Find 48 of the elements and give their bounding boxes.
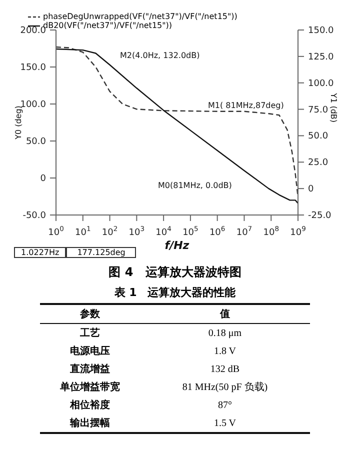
y2-tick-label: 75.0	[308, 105, 328, 116]
legend-label: phaseDegUnwrapped(VF("/net37")/VF("/net15"))	[43, 12, 238, 21]
text: 参数	[79, 308, 101, 322]
text: 177.125deg	[66, 247, 136, 258]
y-tick-label: 150.0	[20, 63, 46, 73]
x-tick-label: 10$^{7}$	[236, 225, 252, 238]
text: 直流增益	[69, 362, 111, 377]
y2-tick-label: 125.0	[308, 52, 334, 62]
y2-tick-label: 25.0	[308, 158, 328, 168]
text: 87°	[217, 398, 233, 412]
x-tick-label: 10$^{1}$	[75, 225, 91, 238]
text: 相位裕度	[68, 398, 111, 413]
text: 0.18 μm	[207, 326, 243, 340]
text: 表 1 运算放大器的性能	[113, 285, 237, 300]
x-tick-label: 10$^{9}$	[290, 225, 306, 238]
y-tick-label: 100.0	[20, 100, 46, 110]
text: 1.8 V	[212, 344, 238, 358]
text: 值	[218, 308, 231, 322]
annotation: M1( 81MHz,87deg)	[208, 101, 284, 110]
text: 电源电压	[69, 344, 111, 359]
text: 1.5 V	[212, 416, 238, 430]
x-tick-label: 10$^{8}$	[263, 225, 279, 238]
x-tick-label: 10$^{5}$	[182, 225, 198, 238]
y2-tick-label: 50.0	[308, 132, 328, 142]
text: 1.0227Hz	[14, 247, 66, 258]
x-tick-label: 10$^{0}$	[48, 225, 64, 238]
x-tick-label: 10$^{6}$	[209, 225, 226, 238]
y2-tick-label: 0	[308, 184, 314, 195]
y2-tick-label: -25.0	[308, 211, 332, 221]
y2-tick-label: 100.0	[308, 78, 334, 89]
caption: 图 4 运算放大器波特图	[108, 264, 242, 281]
text: 单位增益带宽	[59, 380, 121, 395]
text: 132 dB	[209, 362, 241, 376]
annotation: M0(81MHz, 0.0dB)	[158, 181, 232, 190]
x-axis-title: f/Hz	[164, 239, 190, 252]
y-axis-title: Y0 (deg)	[14, 106, 23, 140]
y-tick-label: 0	[40, 174, 46, 184]
text: 输出摆幅	[68, 416, 111, 431]
text: 81 MHz(50 pF 负载)	[181, 380, 269, 395]
y2-axis-title: Y1 (dB)	[329, 92, 338, 122]
y-tick-label: -50.0	[22, 211, 46, 221]
y2-tick-label: 150.0	[308, 26, 334, 36]
y-tick-label: 50.0	[26, 137, 46, 147]
annotation: M2(4.0Hz, 132.0dB)	[120, 51, 200, 60]
x-tick-label: 10$^{3}$	[128, 225, 145, 238]
x-tick-label: 10$^{2}$	[102, 225, 118, 238]
x-tick-label: 10$^{4}$	[156, 225, 172, 238]
text: 工艺	[79, 326, 101, 341]
